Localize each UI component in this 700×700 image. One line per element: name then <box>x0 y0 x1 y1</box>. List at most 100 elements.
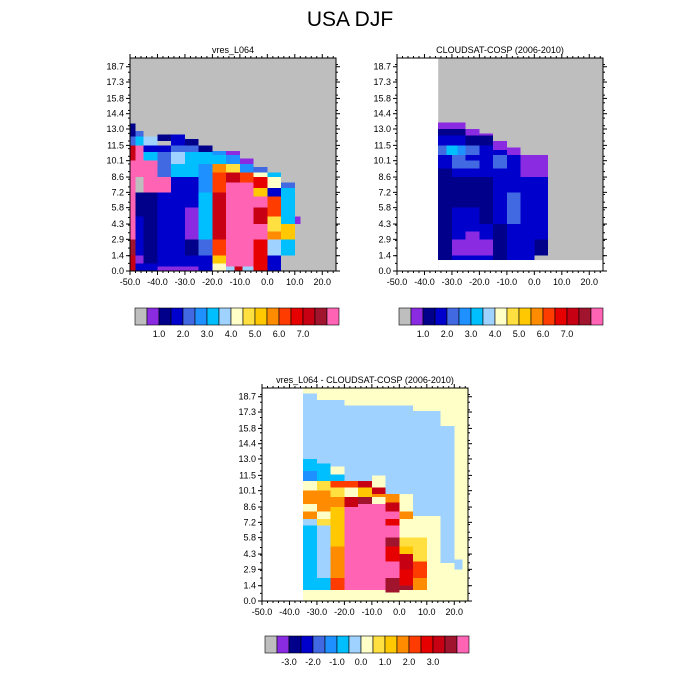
colorbar-label: 1.0 <box>153 329 166 339</box>
colorbar-box <box>276 635 290 654</box>
heatmap-cell <box>184 192 199 208</box>
heatmap-cell <box>253 187 268 197</box>
x-tick-label: 0.0 <box>393 607 406 617</box>
colorbar-box <box>230 307 244 326</box>
heatmap-cell <box>385 546 400 562</box>
y-tick-label: 5.8 <box>243 533 256 543</box>
heatmap-cell <box>212 239 227 256</box>
heatmap-cell <box>239 158 254 164</box>
heatmap-cell <box>330 507 345 526</box>
heatmap-cell <box>399 525 414 538</box>
y-tick-label: 0.0 <box>378 266 391 276</box>
heatmap-cell <box>479 177 494 225</box>
heatmap-cell <box>171 239 185 256</box>
heatmap-cell <box>171 163 199 178</box>
heatmap-cell <box>157 239 172 256</box>
heatmap-cell <box>226 182 240 256</box>
x-tick-label: 10.0 <box>553 277 571 287</box>
heatmap-cell <box>371 487 386 494</box>
heatmap-cell <box>316 503 331 512</box>
heatmap-cell <box>303 503 317 512</box>
x-tick-label: -10.0 <box>362 607 383 617</box>
colorbar-box <box>194 307 208 326</box>
heatmap-cell <box>135 131 144 137</box>
heatmap-cell <box>399 537 414 547</box>
y-tick-label: 7.2 <box>111 187 124 197</box>
heatmap-cell <box>344 487 359 498</box>
y-tick-label: 14.4 <box>106 109 124 119</box>
y-tick-label: 1.4 <box>243 581 256 591</box>
heatmap-cell <box>267 231 282 240</box>
heatmap-cell <box>226 172 240 183</box>
heatmap-cell <box>198 151 213 164</box>
heatmap-cell <box>399 554 414 570</box>
heatmap-cell <box>413 410 441 516</box>
colorbar-box <box>578 307 592 326</box>
plot-frame <box>129 57 337 272</box>
colorbar-box <box>360 635 374 654</box>
heatmap-cell <box>171 151 185 164</box>
heatmap-cell <box>143 239 158 256</box>
colorbar-box <box>288 635 302 654</box>
panel-title: vres_L064 - CLOUDSAT-COSP (2006-2010) <box>276 375 454 385</box>
heatmap-cell <box>212 263 227 271</box>
heatmap-cell <box>135 216 144 240</box>
no-data-region <box>262 388 304 601</box>
heatmap-cell <box>171 202 185 225</box>
heatmap-cell <box>253 207 268 225</box>
colorbar-box <box>278 307 292 326</box>
colorbar-label: 2.0 <box>177 329 190 339</box>
x-tick-label: -30.0 <box>175 277 196 287</box>
heatmap-cell <box>358 497 372 504</box>
y-tick-label: 0.0 <box>243 596 256 606</box>
heatmap-cell <box>212 255 227 264</box>
heatmap-cell <box>281 182 295 188</box>
heatmap-cell <box>438 135 466 146</box>
heatmap-cell <box>171 145 199 152</box>
heatmap-cell <box>135 255 144 264</box>
heatmap-cell <box>358 480 372 488</box>
heatmap-cell <box>413 578 427 591</box>
colorbar-label: 5.0 <box>249 329 262 339</box>
heatmap-cell <box>226 266 235 271</box>
x-tick-label: -20.0 <box>202 277 223 287</box>
x-tick-label: -30.0 <box>307 607 328 617</box>
heatmap-cell <box>385 493 400 503</box>
plot-frame <box>261 387 469 602</box>
heatmap-cell <box>385 405 414 494</box>
y-tick-label: 10.1 <box>373 156 391 166</box>
colorbar-box <box>206 307 220 326</box>
heatmap-cell <box>226 155 240 164</box>
x-tick-label: 0.0 <box>261 277 274 287</box>
heatmap-cell <box>358 585 386 591</box>
heatmap-cell <box>267 216 282 232</box>
colorbar-box <box>254 307 268 326</box>
colorbar-label: 1.0 <box>417 329 430 339</box>
heatmap-cell <box>294 216 301 225</box>
colorbar-label: 5.0 <box>513 329 526 339</box>
y-tick-label: 4.3 <box>378 219 391 229</box>
heatmap-cell <box>465 231 480 240</box>
x-tick-label: -50.0 <box>120 277 141 287</box>
heatmap-cell <box>330 487 345 498</box>
heatmap-cell <box>303 459 317 472</box>
x-tick-label: -50.0 <box>387 277 408 287</box>
heatmap-cell <box>143 145 172 152</box>
colorbar-box <box>266 307 280 326</box>
heatmap-cell <box>303 511 317 520</box>
colorbar-box <box>134 307 148 326</box>
heatmap-cell <box>316 525 331 579</box>
y-tick-label: 10.1 <box>238 486 256 496</box>
heatmap-cell <box>493 224 507 261</box>
colorbar-label: -2.0 <box>305 657 321 667</box>
colorbar-box <box>422 307 436 326</box>
heatmap-cell <box>171 192 185 203</box>
heatmap-cell <box>506 192 521 225</box>
x-tick-label: 20.0 <box>581 277 599 287</box>
heatmap-cell <box>157 134 172 142</box>
heatmap-cell <box>413 561 427 579</box>
heatmap-cell <box>316 511 331 520</box>
heatmap-cell <box>198 266 213 271</box>
y-tick-label: 8.6 <box>378 172 391 182</box>
